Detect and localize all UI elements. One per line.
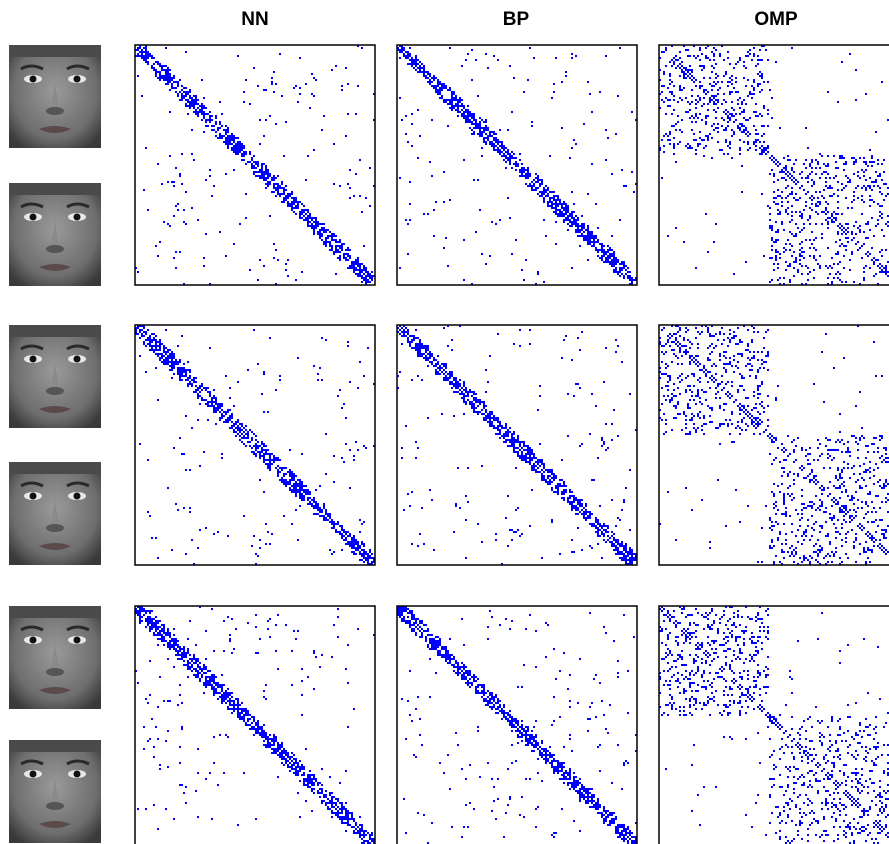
face-image (7, 323, 103, 430)
face-image (7, 604, 103, 711)
sparsity-pattern (397, 606, 637, 844)
matrix-frame (658, 324, 889, 566)
column-title: BP (503, 9, 530, 30)
sparsity-pattern (135, 45, 375, 285)
matrix-frame (134, 324, 376, 566)
matrix-frame (134, 605, 376, 844)
matrix-frame (396, 605, 638, 844)
matrix-frame (658, 605, 889, 844)
matrices (134, 44, 889, 844)
sparsity-pattern (397, 45, 637, 285)
matrix-frame (658, 44, 889, 286)
face-image (7, 181, 103, 288)
sparsity-pattern (397, 325, 637, 565)
face-image (7, 43, 103, 150)
matrix-frame (134, 44, 376, 286)
matrix-frame (396, 324, 638, 566)
column-title: NN (241, 9, 268, 30)
sparsity-pattern (659, 606, 889, 844)
face-image (7, 738, 103, 844)
face-image (7, 460, 103, 567)
sparsity-pattern (659, 325, 889, 565)
sparsity-pattern (659, 45, 889, 285)
column-title: OMP (754, 9, 798, 30)
sparsity-pattern (135, 606, 375, 844)
sparsity-pattern (135, 325, 375, 565)
matrix-frame (396, 44, 638, 286)
